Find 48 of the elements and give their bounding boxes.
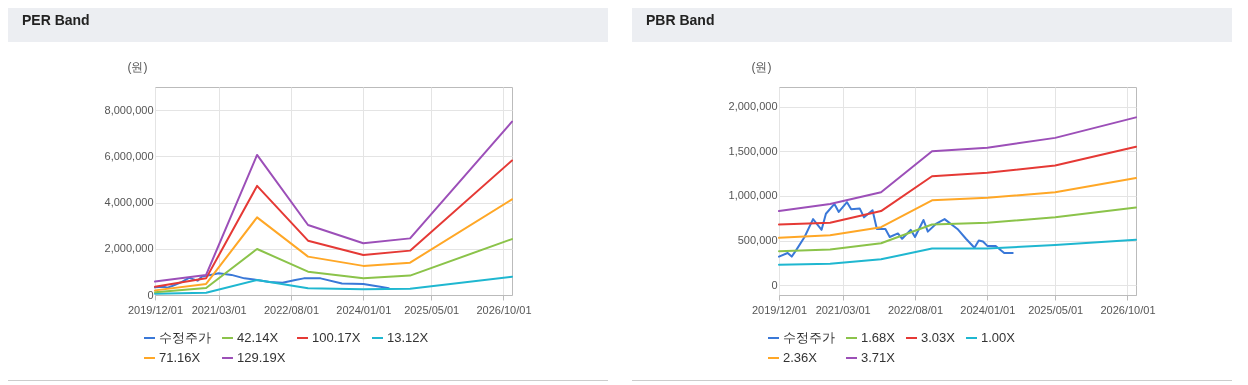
x-tick-label: 2019/12/01 [127,303,184,316]
line-series [778,145,1137,226]
x-tick-label: 2026/10/01 [1100,303,1156,316]
y-axis-title: (원) [751,59,772,74]
legend-label: 2.36X [783,350,818,365]
line-series [778,177,1137,239]
line-series [154,120,513,283]
legend-label: 71.16X [159,350,201,365]
chart-title: PER Band [22,12,90,28]
legend-label: 수정주가 [159,330,211,345]
legend-label: 3.71X [861,350,896,365]
x-tick-label: 2025/05/01 [404,303,460,316]
x-tick-label: 2021/03/01 [191,303,247,316]
y-tick-label: 0 [771,278,778,291]
legend-label: 100.17X [312,330,361,345]
chart-title: PBR Band [646,12,715,28]
line-series [154,159,513,288]
line-series [778,238,1137,266]
y-tick-label: 2,000,000 [104,242,154,255]
legend-label: 129.19X [237,350,286,365]
y-tick-label: 2,000,000 [728,100,778,113]
legend-label: 3.03X [921,330,956,345]
line-series [778,116,1137,213]
x-tick-label: 2019/12/01 [751,303,808,316]
y-tick-label: 6,000,000 [104,149,154,162]
x-tick-label: 2025/05/01 [1028,303,1084,316]
y-tick-label: 1,500,000 [728,144,778,157]
line-series [778,201,1014,258]
x-tick-label: 2021/03/01 [815,303,871,316]
x-tick-label: 2022/08/01 [887,303,944,316]
legend-label: 42.14X [237,330,279,345]
x-tick-label: 2026/10/01 [476,303,532,316]
y-tick-label: 4,000,000 [104,196,154,209]
line-series [154,272,390,290]
y-tick-label: 1,000,000 [728,189,778,202]
y-tick-label: 8,000,000 [104,103,154,116]
y-axis-title: (원) [127,59,148,74]
y-tick-label: 0 [147,288,154,301]
y-tick-label: 500,000 [737,234,778,247]
legend-label: 1.00X [981,330,1016,345]
x-tick-label: 2024/01/01 [336,303,392,316]
legend-label: 13.12X [387,330,429,345]
legend-label: 1.68X [861,330,896,345]
line-series [154,198,513,292]
x-tick-label: 2022/08/01 [263,303,320,316]
legend-label: 수정주가 [783,330,835,345]
x-tick-label: 2024/01/01 [960,303,1016,316]
line-series [778,206,1137,253]
